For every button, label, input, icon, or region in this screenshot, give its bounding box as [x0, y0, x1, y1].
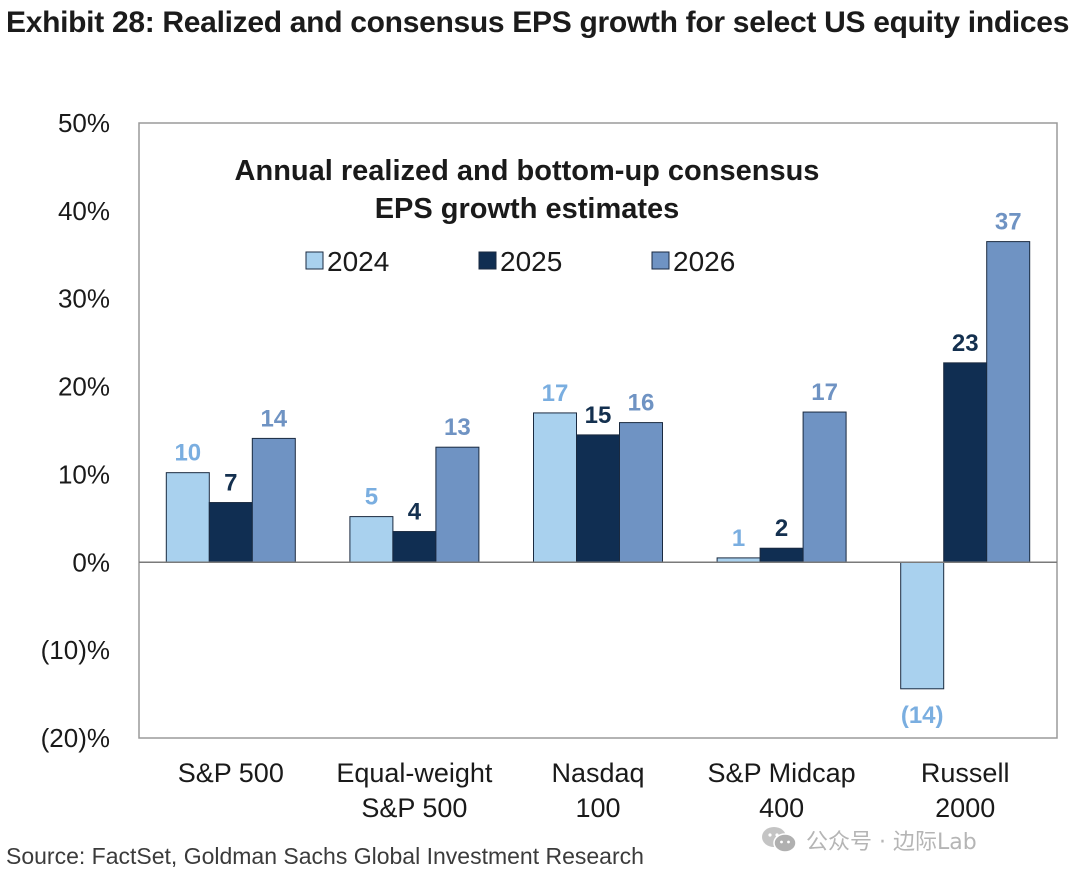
- x-axis-categories: S&P 500 Equal-weight S&P 500 Nasdaq 100 S&P M…: [178, 758, 1010, 823]
- data-labels: 10 7 14 5 4 13 17 15 16 1 2 17 (14) 23 37: [174, 209, 1021, 729]
- source-note: Source: FactSet, Goldman Sachs Global In…: [6, 843, 644, 869]
- data-label-2024: 1: [732, 525, 745, 552]
- bar-2026: [251, 437, 296, 563]
- bar-2025: [576, 434, 620, 563]
- data-label-2026: 13: [444, 414, 471, 441]
- y-tick-label: 10%: [58, 459, 110, 489]
- data-label-2025: 23: [952, 330, 979, 357]
- bar-2024: [900, 561, 945, 690]
- exhibit-title: Exhibit 28: Realized and consensus EPS g…: [6, 6, 1070, 39]
- data-label-2026: 14: [260, 405, 287, 432]
- category-label: Russell: [921, 758, 1010, 788]
- data-label-2024: 5: [365, 484, 378, 511]
- legend-label-2026: 2026: [673, 246, 735, 277]
- legend-label-2024: 2024: [327, 246, 389, 277]
- bar-2024: [165, 472, 210, 563]
- data-label-2024: 17: [542, 380, 569, 407]
- category-label: 100: [575, 793, 620, 823]
- watermark-text: 公众号 · 边际Lab: [806, 830, 977, 855]
- data-label-2025: 15: [585, 402, 612, 429]
- data-label-2025: 2: [775, 515, 788, 542]
- y-tick-label: 30%: [58, 284, 110, 314]
- category-label: 2000: [935, 793, 995, 823]
- category-label: 400: [759, 793, 804, 823]
- category-label: S&P 500: [361, 793, 467, 823]
- y-tick-label: 50%: [58, 108, 110, 138]
- bar-2026: [435, 446, 480, 563]
- data-label-2024: 10: [174, 440, 201, 467]
- y-tick-label: 40%: [58, 196, 110, 226]
- data-label-2025: 7: [224, 470, 237, 497]
- bar-2025: [943, 362, 988, 563]
- data-label-2024: (14): [901, 702, 944, 729]
- legend-swatch-2024: [305, 251, 324, 270]
- legend-swatch-2026: [651, 251, 670, 270]
- chart-title-line: EPS growth estimates: [375, 193, 680, 225]
- bar-2025: [392, 531, 437, 563]
- bar-2026: [986, 241, 1031, 563]
- bar-2024: [349, 516, 394, 563]
- category-label: Equal-weight: [336, 758, 493, 788]
- data-label-2026: 17: [811, 379, 838, 406]
- bar-2025: [208, 502, 253, 563]
- category-label: S&P 500: [178, 758, 284, 788]
- legend: 2024 2025 2026: [305, 246, 735, 277]
- watermark: 公众号 · 边际Lab: [760, 820, 977, 860]
- y-tick-label: 20%: [58, 372, 110, 402]
- bar-2025: [759, 547, 804, 563]
- data-label-2026: 37: [995, 209, 1022, 236]
- bar-2026: [619, 422, 663, 563]
- y-tick-label: (10)%: [41, 635, 110, 665]
- category-label: S&P Midcap: [708, 758, 856, 788]
- y-tick-label: 0%: [72, 547, 110, 577]
- bars: [165, 241, 1031, 690]
- chart-title: Annual realized and bottom-up consensus E…: [235, 155, 820, 225]
- y-axis: 50% 40% 30% 20% 10% 0% (10)% (20)%: [41, 108, 110, 753]
- data-label-2025: 4: [408, 499, 422, 526]
- bar-2024: [533, 412, 577, 563]
- y-tick-label: (20)%: [41, 723, 110, 753]
- legend-label-2025: 2025: [500, 246, 562, 277]
- category-label: Nasdaq: [551, 758, 644, 788]
- data-label-2026: 16: [628, 390, 655, 417]
- chart-title-line: Annual realized and bottom-up consensus: [235, 155, 820, 187]
- plot-area-border: [138, 122, 1058, 739]
- bar-2026: [802, 411, 847, 563]
- wechat-icon: [762, 827, 797, 853]
- legend-swatch-2025: [478, 251, 497, 270]
